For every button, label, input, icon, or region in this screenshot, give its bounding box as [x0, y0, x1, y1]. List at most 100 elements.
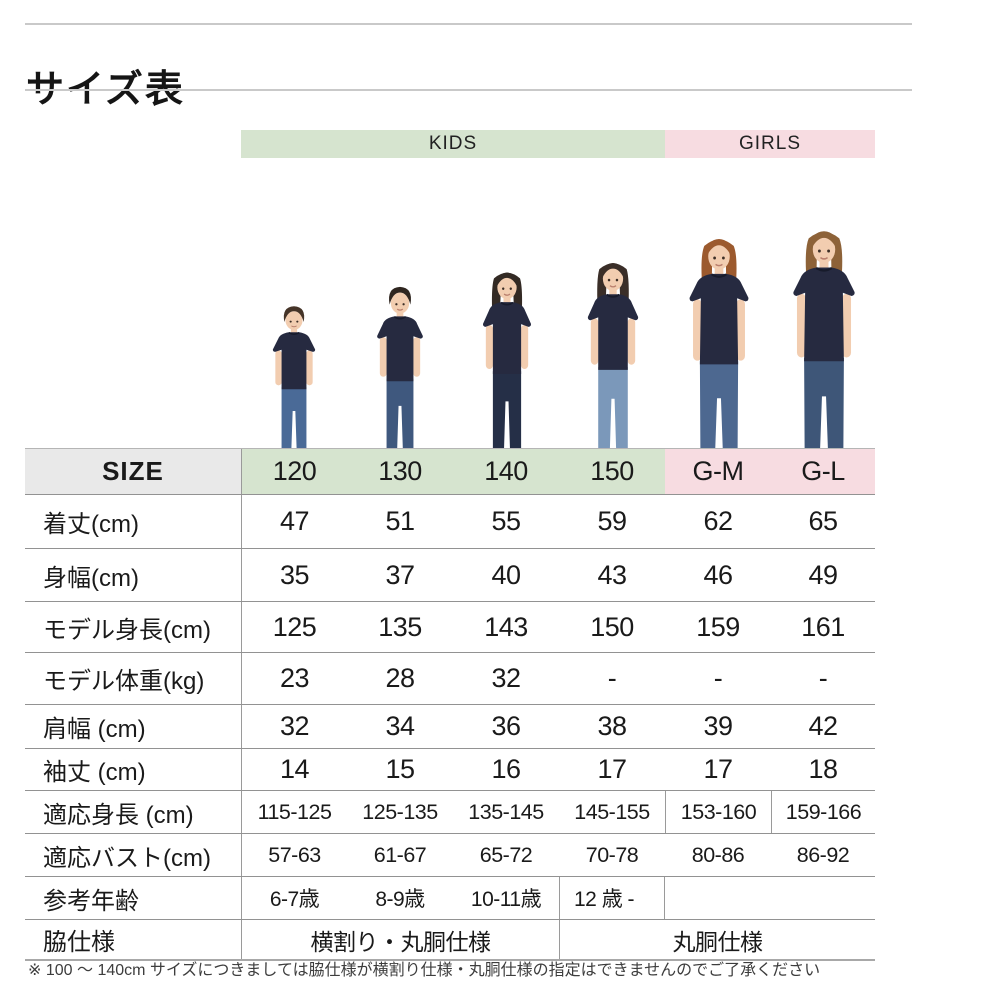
- cell-value: 15: [385, 754, 415, 784]
- cell-value: 86-92: [796, 842, 850, 867]
- row-label: モデル体重(kg): [43, 668, 205, 695]
- cell-value: 80-86: [691, 842, 745, 867]
- cell-value: 8-9歳: [375, 888, 425, 911]
- cell-value: 34: [385, 711, 415, 741]
- cell-value: [665, 877, 771, 919]
- model-photo-120: [272, 306, 316, 448]
- cell-value: 10-11歳: [470, 888, 542, 911]
- table-row-body-width: 身幅(cm) 35 37 40 43 46 49: [25, 548, 875, 601]
- page-title: サイズ表: [26, 69, 185, 112]
- size-table: SIZE 120 130 140 150 G-M G-L 着丈(cm) 47 5…: [25, 448, 875, 961]
- row-label: 袖丈 (cm): [43, 759, 146, 786]
- cell-value: 55: [491, 506, 521, 536]
- row-label: 参考年齢: [43, 887, 139, 915]
- cell-value: 61-67: [373, 842, 427, 867]
- cell-value: 43: [597, 559, 627, 590]
- col-header-gl: G-L: [771, 449, 875, 494]
- cell-value: 32: [241, 705, 347, 748]
- cell-value: 16: [491, 754, 521, 784]
- cell-value: 6-7歳: [241, 877, 347, 919]
- col-header-140: 140: [453, 449, 559, 494]
- cell-value: 37: [385, 559, 415, 590]
- cell-value: 59: [597, 506, 627, 536]
- table-row-fit-bust: 適応バスト(cm) 57-63 61-67 65-72 70-78 80-86 …: [25, 833, 875, 876]
- table-row-body-length: 着丈(cm) 47 51 55 59 62 65: [25, 494, 875, 548]
- table-row-fit-height: 適応身長 (cm) 115-125 125-135 135-145 145-15…: [25, 790, 875, 833]
- kids-group-label: KIDS: [428, 133, 478, 154]
- col-header-150: 150: [559, 449, 665, 494]
- table-row-side-spec: 脇仕様 横割り・丸胴仕様 丸胴仕様: [25, 919, 875, 961]
- cell-value: -: [818, 663, 828, 693]
- cell-value: 115-125: [241, 791, 347, 833]
- row-label: モデル身長(cm): [43, 616, 211, 644]
- cell-value: 161: [801, 611, 845, 642]
- table-row-shoulder-width: 肩幅 (cm) 32 34 36 38 39 42: [25, 704, 875, 748]
- cell-value: 70-78: [585, 842, 639, 867]
- row-label: 適応身長 (cm): [43, 801, 194, 829]
- cell-value: 65-72: [479, 842, 533, 867]
- row-label: 着丈(cm): [43, 511, 139, 538]
- cell-value: -: [607, 663, 617, 693]
- cell-value: 159: [696, 611, 740, 642]
- cell-value: 143: [484, 611, 528, 642]
- cell-value: 35: [241, 549, 347, 601]
- girls-group-header: GIRLS: [665, 130, 875, 158]
- cell-value: 47: [241, 495, 347, 548]
- cell-value: 23: [241, 653, 347, 704]
- kids-group-header: KIDS: [241, 130, 665, 158]
- cell-value: 38: [597, 711, 627, 741]
- col-header-130: 130: [347, 449, 453, 494]
- cell-value: 46: [703, 559, 733, 590]
- cell-value: 159-166: [771, 791, 875, 833]
- row-label: 身幅(cm): [43, 564, 139, 592]
- table-row-model-weight: モデル体重(kg) 23 28 32 - - -: [25, 652, 875, 704]
- cell-value: 62: [703, 506, 733, 536]
- size-header-cell: SIZE: [25, 449, 241, 494]
- col-header-120: 120: [241, 449, 347, 494]
- row-label: 適応バスト(cm): [43, 844, 211, 872]
- cell-value: 18: [808, 754, 838, 784]
- cell-value: 153-160: [665, 791, 771, 833]
- col-header-gm: G-M: [665, 449, 771, 494]
- cell-value: 32: [491, 663, 521, 693]
- model-photo-gl: [793, 231, 855, 448]
- cell-value: 65: [808, 506, 838, 536]
- title-bottom-rule: [25, 89, 912, 91]
- row-label: 肩幅 (cm): [43, 716, 146, 743]
- table-row-model-height: モデル身長(cm) 125 135 143 150 159 161: [25, 601, 875, 652]
- girls-group-label: GIRLS: [738, 133, 802, 154]
- cell-side-spec-girls: 丸胴仕様: [559, 920, 875, 959]
- model-photo-140: [483, 272, 531, 448]
- cell-side-spec-kids: 横割り・丸胴仕様: [241, 920, 559, 959]
- cell-value: 36: [491, 711, 521, 741]
- model-photo-130: [377, 286, 423, 448]
- model-photo-150: [587, 262, 639, 448]
- cell-value: 150: [590, 611, 634, 642]
- cell-value: 39: [703, 711, 733, 741]
- cell-value: 135-145: [468, 799, 544, 824]
- cell-value: 135: [378, 611, 422, 642]
- cell-value: 28: [385, 663, 415, 693]
- model-photos-strip: [0, 200, 1000, 448]
- cell-value: 145-155: [574, 799, 650, 824]
- cell-value: 12 歳 -: [559, 877, 665, 919]
- table-row-sleeve-length: 袖丈 (cm) 14 15 16 17 17 18: [25, 748, 875, 790]
- table-row-reference-age: 参考年齢 6-7歳 8-9歳 10-11歳 12 歳 -: [25, 876, 875, 919]
- cell-value: 57-63: [241, 834, 347, 876]
- cell-value: 17: [597, 754, 627, 784]
- cell-value: 125-135: [362, 799, 438, 824]
- cell-value: 49: [808, 559, 838, 590]
- cell-value: 17: [703, 754, 733, 784]
- row-label: 脇仕様: [43, 929, 115, 956]
- cell-value: 51: [385, 506, 415, 536]
- model-photo-gm: [689, 238, 749, 448]
- cell-value: 42: [808, 711, 838, 741]
- size-header-row: SIZE 120 130 140 150 G-M G-L: [25, 449, 875, 494]
- cell-value: 40: [491, 559, 521, 590]
- cell-value: 14: [241, 749, 347, 790]
- footnote: ※ 100 ～ 140cm サイズにつきましては脇仕様が横割り仕様・丸胴仕様の指…: [28, 962, 821, 979]
- title-top-rule: [25, 23, 912, 25]
- cell-value: -: [713, 663, 723, 693]
- cell-value: 125: [241, 602, 347, 652]
- cell-value: [771, 877, 875, 919]
